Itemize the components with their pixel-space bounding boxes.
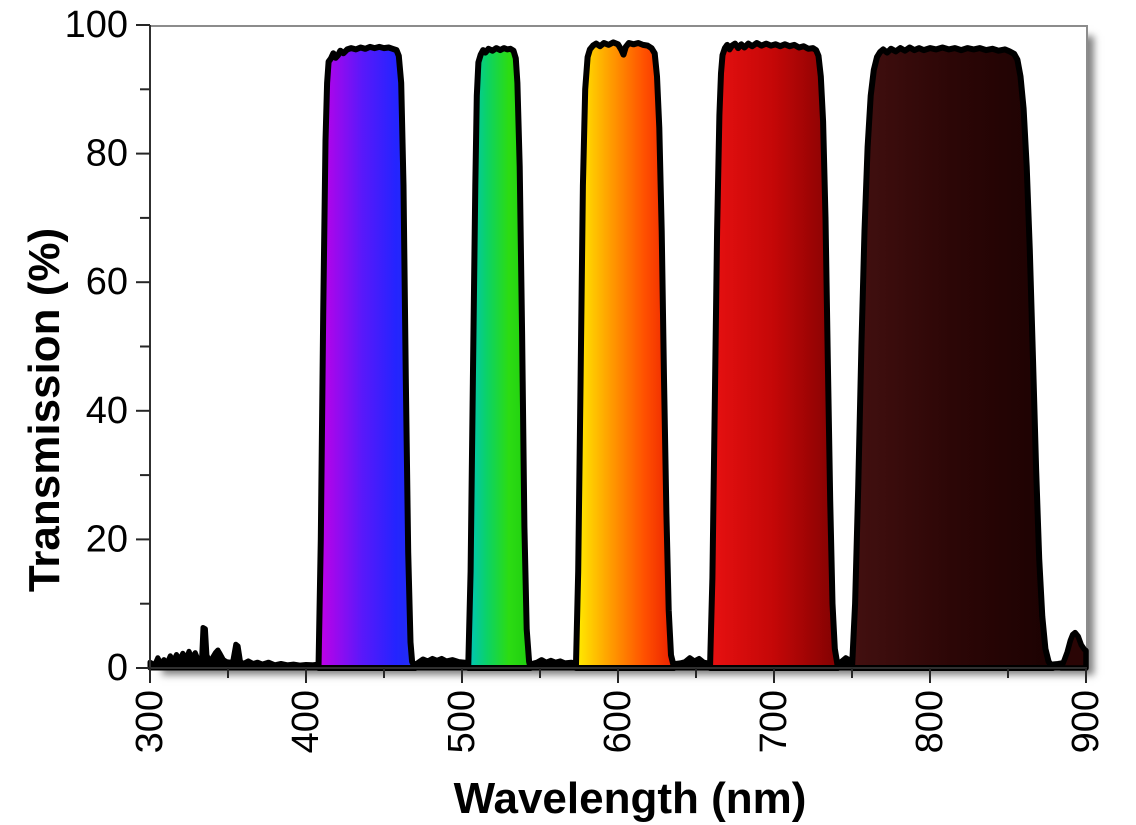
x-tick-label-300: 300 <box>129 690 171 753</box>
x-tick-label-500: 500 <box>441 690 483 753</box>
x-tick-label-700: 700 <box>753 690 795 753</box>
y-tick-label-40: 40 <box>86 390 128 432</box>
x-tick-label-800: 800 <box>909 690 951 753</box>
y-tick-label-20: 20 <box>86 518 128 560</box>
y-tick-label-100: 100 <box>65 4 128 46</box>
red-band-curve <box>707 40 841 671</box>
890nm-leak-bump <box>1058 629 1089 671</box>
x-axis-title: Wavelength (nm) <box>453 774 807 823</box>
y-tick-label-60: 60 <box>86 261 128 303</box>
x-tick-label-400: 400 <box>285 690 327 753</box>
near-infrared-dark-band-curve <box>849 44 1057 671</box>
x-tick-label-600: 600 <box>597 690 639 753</box>
yellow-orange-band-curve <box>572 39 678 671</box>
y-axis-title: Transmission (%) <box>20 227 69 593</box>
violet-blue-band-curve <box>315 43 419 671</box>
y-tick-label-0: 0 <box>107 647 128 689</box>
green-band-curve <box>465 45 534 671</box>
y-tick-label-80: 80 <box>86 133 128 175</box>
x-tick-label-900: 900 <box>1065 690 1107 753</box>
